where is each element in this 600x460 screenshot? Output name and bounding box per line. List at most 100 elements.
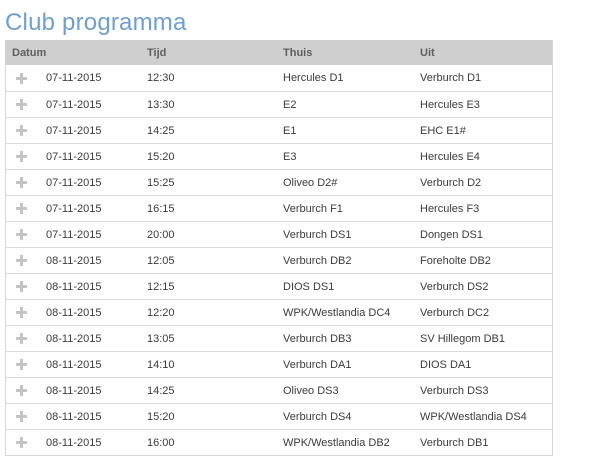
- plus-icon[interactable]: [16, 151, 27, 162]
- plus-icon[interactable]: [16, 99, 27, 110]
- match-time: 12:15: [147, 280, 175, 293]
- match-date: 07-11-2015: [46, 72, 102, 84]
- match-date: 07-11-2015: [46, 150, 102, 163]
- date-cell: 08-11-2015: [6, 385, 147, 397]
- away-team: EHC E1#: [420, 124, 466, 137]
- date-cell: 08-11-2015: [6, 411, 147, 423]
- column-header-date[interactable]: Datum: [12, 46, 47, 59]
- column-header-time[interactable]: Tijd: [147, 46, 167, 59]
- column-header-home[interactable]: Thuis: [283, 46, 313, 59]
- match-date: 07-11-2015: [46, 124, 102, 137]
- plus-icon[interactable]: [16, 125, 27, 136]
- home-team: WPK/Westlandia DC4: [283, 306, 391, 319]
- away-team: Verburch DB1: [420, 436, 489, 449]
- date-cell: 07-11-2015: [6, 125, 147, 137]
- plus-icon[interactable]: [16, 359, 27, 370]
- away-team: Foreholte DB2: [420, 254, 491, 267]
- plus-icon[interactable]: [16, 385, 27, 396]
- match-date: 08-11-2015: [46, 280, 102, 293]
- match-time: 15:20: [147, 410, 175, 423]
- table-row[interactable]: 08-11-2015 12:20 WPK/Westlandia DC4 Verburc…: [6, 299, 552, 325]
- plus-icon[interactable]: [16, 72, 27, 84]
- table-row[interactable]: 07-11-2015 12:30 Hercules D1 Verburch D1: [6, 65, 552, 91]
- away-team: Dongen DS1: [420, 228, 483, 241]
- match-date: 07-11-2015: [46, 98, 102, 111]
- home-team: E3: [283, 150, 297, 163]
- home-team: WPK/Westlandia DB2: [283, 436, 390, 449]
- match-date: 08-11-2015: [46, 254, 102, 267]
- plus-icon[interactable]: [16, 229, 27, 240]
- table-row[interactable]: 08-11-2015 14:10 Verburch DA1 DIOS DA1: [6, 351, 552, 377]
- page-title: Club programma: [5, 9, 187, 36]
- away-team: Verburch D1: [420, 72, 482, 84]
- table-row[interactable]: 07-11-2015 15:20 E3 Hercules E4: [6, 143, 552, 169]
- match-date: 07-11-2015: [46, 228, 102, 241]
- plus-icon[interactable]: [16, 437, 27, 448]
- match-time: 16:15: [147, 202, 175, 215]
- table-row[interactable]: 08-11-2015 15:20 Verburch DS4 WPK/Westlandi…: [6, 403, 552, 429]
- home-team: DIOS DS1: [283, 280, 335, 293]
- plus-icon[interactable]: [16, 281, 27, 292]
- match-time: 13:30: [147, 98, 175, 111]
- home-team: Verburch DB3: [283, 332, 352, 345]
- away-team: Verburch D2: [420, 176, 482, 189]
- date-cell: 08-11-2015: [6, 307, 147, 319]
- table-body: 07-11-2015 12:30 Hercules D1 Verburch D1 07-…: [6, 65, 552, 455]
- away-team: Hercules E3: [420, 98, 480, 111]
- match-time: 14:25: [147, 384, 175, 397]
- home-team: Verburch DA1: [283, 358, 352, 371]
- plus-icon[interactable]: [16, 307, 27, 318]
- table-row[interactable]: 07-11-2015 16:15 Verburch F1 Hercules F3: [6, 195, 552, 221]
- home-team: Oliveo D2#: [283, 176, 338, 189]
- away-team: Verburch DS3: [420, 384, 489, 397]
- date-cell: 07-11-2015: [6, 177, 147, 189]
- match-time: 12:30: [147, 72, 175, 84]
- table-row[interactable]: 08-11-2015 12:05 Verburch DB2 Foreholte DB2: [6, 247, 552, 273]
- table-row[interactable]: 08-11-2015 12:15 DIOS DS1 Verburch DS2: [6, 273, 552, 299]
- away-team: SV Hillegom DB1: [420, 332, 505, 345]
- away-team: Hercules E4: [420, 150, 480, 163]
- table-row[interactable]: 08-11-2015 14:25 Oliveo DS3 Verburch DS3: [6, 377, 552, 403]
- plus-icon[interactable]: [16, 203, 27, 214]
- match-time: 14:10: [147, 358, 175, 371]
- match-time: 12:05: [147, 254, 175, 267]
- home-team: Hercules D1: [283, 72, 344, 84]
- away-team: Hercules F3: [420, 202, 480, 215]
- plus-icon[interactable]: [16, 177, 27, 188]
- date-cell: 07-11-2015: [6, 99, 147, 111]
- match-date: 08-11-2015: [46, 410, 102, 423]
- home-team: Verburch DB2: [283, 254, 352, 267]
- table-row[interactable]: 08-11-2015 16:00 WPK/Westlandia DB2 Verburc…: [6, 429, 552, 455]
- match-date: 08-11-2015: [46, 436, 102, 449]
- match-time: 14:25: [147, 124, 175, 137]
- table-row[interactable]: 07-11-2015 14:25 E1 EHC E1#: [6, 117, 552, 143]
- table-row[interactable]: 07-11-2015 13:30 E2 Hercules E3: [6, 91, 552, 117]
- date-cell: 08-11-2015: [6, 333, 147, 345]
- column-header-away[interactable]: Uit: [420, 46, 435, 59]
- date-cell: 08-11-2015: [6, 255, 147, 267]
- home-team: Verburch F1: [283, 202, 343, 215]
- match-date: 08-11-2015: [46, 306, 102, 319]
- table-row[interactable]: 07-11-2015 20:00 Verburch DS1 Dongen DS1: [6, 221, 552, 247]
- plus-icon[interactable]: [16, 255, 27, 266]
- home-team: Verburch DS4: [283, 410, 352, 423]
- date-cell: 07-11-2015: [6, 229, 147, 241]
- date-cell: 07-11-2015: [6, 151, 147, 163]
- home-team: Oliveo DS3: [283, 384, 339, 397]
- plus-icon[interactable]: [16, 411, 27, 422]
- away-team: Verburch DC2: [420, 306, 490, 319]
- table-row[interactable]: 07-11-2015 15:25 Oliveo D2# Verburch D2: [6, 169, 552, 195]
- match-date: 08-11-2015: [46, 332, 102, 345]
- match-time: 12:20: [147, 306, 175, 319]
- table-row[interactable]: 08-11-2015 13:05 Verburch DB3 SV Hillegom D…: [6, 325, 552, 351]
- date-cell: 08-11-2015: [6, 359, 147, 371]
- match-time: 15:25: [147, 176, 175, 189]
- date-cell: 08-11-2015: [6, 281, 147, 293]
- schedule-table: Datum Tijd Thuis Uit 07-11-2015 12:30 Herc…: [5, 40, 553, 456]
- home-team: E2: [283, 98, 297, 111]
- away-team: DIOS DA1: [420, 358, 472, 371]
- home-team: Verburch DS1: [283, 228, 352, 241]
- plus-icon[interactable]: [16, 333, 27, 344]
- away-team: WPK/Westlandia DS4: [420, 410, 527, 423]
